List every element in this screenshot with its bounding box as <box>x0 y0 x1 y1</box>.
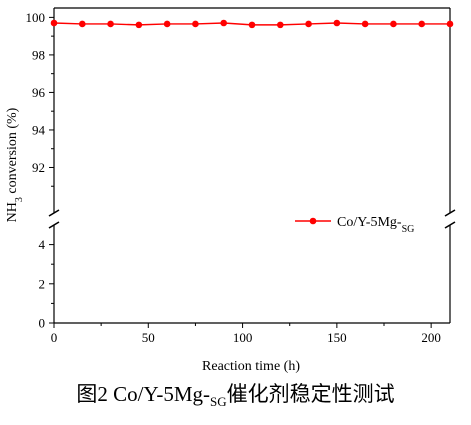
y-tick-label: 0 <box>39 316 46 331</box>
data-point <box>78 20 86 28</box>
data-point <box>163 20 171 28</box>
x-axis-title: Reaction time (h) <box>202 359 300 374</box>
figure-caption: 图2 Co/Y-5Mg-SG催化剂稳定性测试 <box>0 378 471 410</box>
data-point <box>446 20 454 28</box>
y-tick-label: 100 <box>26 10 46 25</box>
axis-break-mark-left-1 <box>48 209 60 217</box>
caption-subscript: SG <box>209 394 227 410</box>
data-point <box>248 21 256 29</box>
y-axis-title-main: NH <box>5 202 20 222</box>
data-point <box>192 20 199 28</box>
data-point <box>50 19 58 27</box>
data-point <box>276 21 284 29</box>
data-point <box>220 19 228 27</box>
caption-prefix: 图2 Co/Y-5Mg- <box>76 382 210 406</box>
legend-label-main: Co/Y-5Mg- <box>337 215 402 230</box>
axis-break-mark-left-2 <box>48 221 60 229</box>
legend-marker <box>309 217 317 225</box>
tick-marks <box>49 16 432 328</box>
legend-label-sub: SG <box>402 224 415 235</box>
series-layer <box>50 19 454 29</box>
y-tick-label: 92 <box>32 160 45 175</box>
data-point <box>135 21 143 29</box>
x-tick-label: 200 <box>421 330 441 345</box>
legend-label: Co/Y-5Mg-SG <box>337 215 414 235</box>
data-point <box>333 19 341 27</box>
stability-chart: 0 50 100 150 200 92 94 96 98 100 0 2 4 Co/Y-5Mg-SG R… <box>5 7 456 374</box>
data-point <box>390 20 397 28</box>
tick-labels: 0 50 100 150 200 92 94 96 98 100 0 2 4 <box>26 10 441 345</box>
y-tick-label: 96 <box>32 85 46 100</box>
axes <box>48 7 456 324</box>
axis-break-mark-right-1 <box>444 209 456 217</box>
data-point <box>305 20 312 28</box>
y-tick-label: 98 <box>32 47 45 62</box>
x-tick-label: 150 <box>327 330 347 345</box>
y-axis-title-sub: 3 <box>14 197 25 202</box>
x-tick-label: 100 <box>233 330 253 345</box>
data-point <box>418 20 426 28</box>
x-tick-label: 0 <box>51 330 58 345</box>
axis-break-mark-right-2 <box>444 221 456 229</box>
data-point <box>361 20 369 28</box>
y-tick-label: 94 <box>32 122 46 137</box>
legend: Co/Y-5Mg-SG <box>295 215 414 235</box>
y-axis-title: NH3 conversion (%) <box>5 107 25 222</box>
y-tick-label: 2 <box>39 276 46 291</box>
caption-suffix: 催化剂稳定性测试 <box>226 382 395 406</box>
data-point <box>107 20 114 28</box>
y-tick-label: 4 <box>39 237 46 252</box>
x-tick-label: 50 <box>142 330 155 345</box>
y-axis-title-rest: conversion (%) <box>5 107 20 197</box>
